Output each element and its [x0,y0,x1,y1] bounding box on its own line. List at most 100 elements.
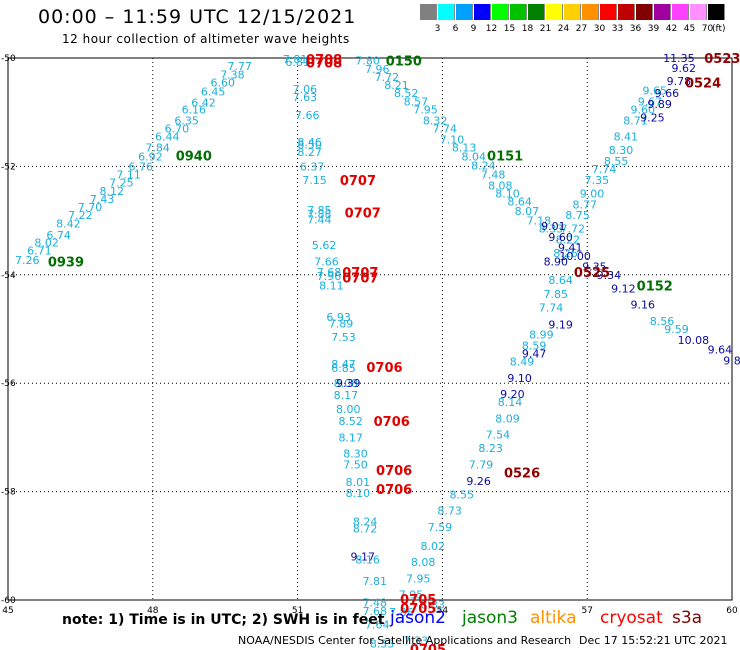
wave-height-point: 5.62 [312,239,337,252]
legend-swatch [492,4,509,20]
wave-height-point: 7.66 [295,109,320,122]
x-tick-label: 48 [147,606,159,616]
wave-height-point: 8.17 [338,431,363,444]
legend-swatch [582,4,599,20]
wave-height-point: 8.08 [411,556,436,569]
wave-height-point: 7.96 [365,63,390,76]
satellite-legend-item: jason2 [390,608,446,628]
wave-height-point: 7.33 [404,635,429,648]
wave-height-point: 7.59 [428,521,453,534]
wave-height-point: 7.54 [486,429,511,442]
legend-label: 9 [470,24,477,34]
wave-height-point: 7.77 [227,60,252,73]
wave-height-point: 7.68 [317,266,342,279]
wave-height-point: 8.75 [565,209,590,222]
legend-swatch [708,4,725,20]
wave-height-point: 9.35 [582,261,607,274]
satellite-legend-item: jason3 [462,608,518,628]
pass-time-label: 0707 [342,266,378,281]
legend-label: 30 [593,24,606,34]
legend-unit: (ft) [712,24,726,34]
legend-swatch [564,4,581,20]
legend-swatch [456,4,473,20]
wave-height-point: 8.30 [609,144,634,157]
wave-height-point: 7.38 [220,68,245,81]
wave-height-point: 9.00 [580,188,605,201]
wave-height-point: 7.25 [109,177,134,190]
wave-height-point: 7.72 [560,223,585,236]
legend-label: 42 [665,24,678,34]
wave-height-point: 7.10 [440,133,465,146]
wave-height-point: 8.71 [623,114,648,127]
wave-height-point: 9.01 [541,220,566,233]
wave-height-point: 8.64 [507,196,532,209]
wave-height-point: 8.24 [471,159,496,172]
wave-height-point: 8.49 [510,356,535,369]
x-tick-label: 54 [437,606,449,616]
wave-height-point: 9.16 [630,299,655,312]
wave-height-point: 6.92 [138,151,163,164]
legend-label: 70 [701,24,714,34]
wave-height-point: 6.85 [331,362,356,375]
wave-height-point: 6.37 [300,160,325,173]
legend-swatch [510,4,527,20]
wave-height-point: 7.66 [314,255,339,268]
wave-height-point: 8.08 [334,377,359,390]
wave-height-point: 9.89 [647,98,672,111]
wave-height-point: 9.47 [522,347,547,360]
wave-height-point: 8.07 [515,205,540,218]
wave-height-point: 8.73 [437,505,462,518]
legend-label: 15 [503,24,516,34]
wave-height-point: 9.66 [655,87,680,100]
pass-time-label: 0706 [366,361,402,376]
y-tick-label: -60 [1,596,16,606]
wave-height-point: 8.16 [355,553,380,566]
pass-time-label: 0525 [574,266,610,281]
wave-height-point: 7.95 [399,589,424,602]
pass-time-label: 0707 [345,206,381,221]
x-tick-label: 51 [292,606,303,616]
wave-height-point: 7.95 [413,103,438,116]
legend-swatch [672,4,689,20]
wave-height-point: 8.17 [334,389,359,402]
wave-height-point: 9.39 [336,377,361,390]
wave-height-point: 7.43 [90,193,115,206]
wave-height-point: 9.34 [597,269,622,282]
wave-height-point: 8.10 [495,188,520,201]
wave-height-point: 8.22 [556,234,581,247]
wave-height-point: 8.30 [343,448,368,461]
pass-time-label: 0526 [504,467,540,482]
wave-height-point: 8.10 [346,487,371,500]
pass-time-label: 0705 [400,602,436,617]
wave-height-point: 9.62 [671,62,696,75]
pass-time-label: 0707 [342,272,378,287]
wave-height-point: 8.59 [522,339,547,352]
footer-credit: NOAA/NESDIS Center for Satellite Applica… [238,634,572,647]
wave-height-point: 6.42 [191,96,216,109]
wave-height-point: 8.99 [529,328,554,341]
legend-swatch [636,4,653,20]
wave-height-point: 8.64 [548,274,573,287]
wave-height-point: 7.86 [389,606,414,619]
wave-height-point: 8.33 [539,223,564,236]
wave-height-point: 6.44 [155,131,180,144]
wave-height-point: 8.13 [452,141,477,154]
y-tick-label: -58 [1,488,16,498]
wave-height-point: 6.70 [165,122,190,135]
wave-height-point: 9.59 [664,323,689,336]
wave-height-point: 8.26 [553,247,578,260]
wave-height-point: 11.35 [663,52,695,65]
wave-height-point: 7.06 [293,83,318,96]
wave-height-point: 9.8 [723,354,740,367]
wave-height-point: 8.72 [353,522,378,535]
pass-time-label: 0706 [376,483,412,498]
pass-time-label: 0150 [386,55,422,70]
wave-height-point: 8.11 [319,280,344,293]
pass-time-label: 0940 [176,150,212,165]
wave-height-point: 7.68 [363,605,388,618]
wave-height-point: 7.15 [302,174,327,187]
wave-height-point: 7.85 [307,204,332,217]
wave-height-point: 8.02 [420,540,445,553]
x-tick-label: 60 [726,606,738,616]
wave-height-point: 9.60 [548,231,573,244]
